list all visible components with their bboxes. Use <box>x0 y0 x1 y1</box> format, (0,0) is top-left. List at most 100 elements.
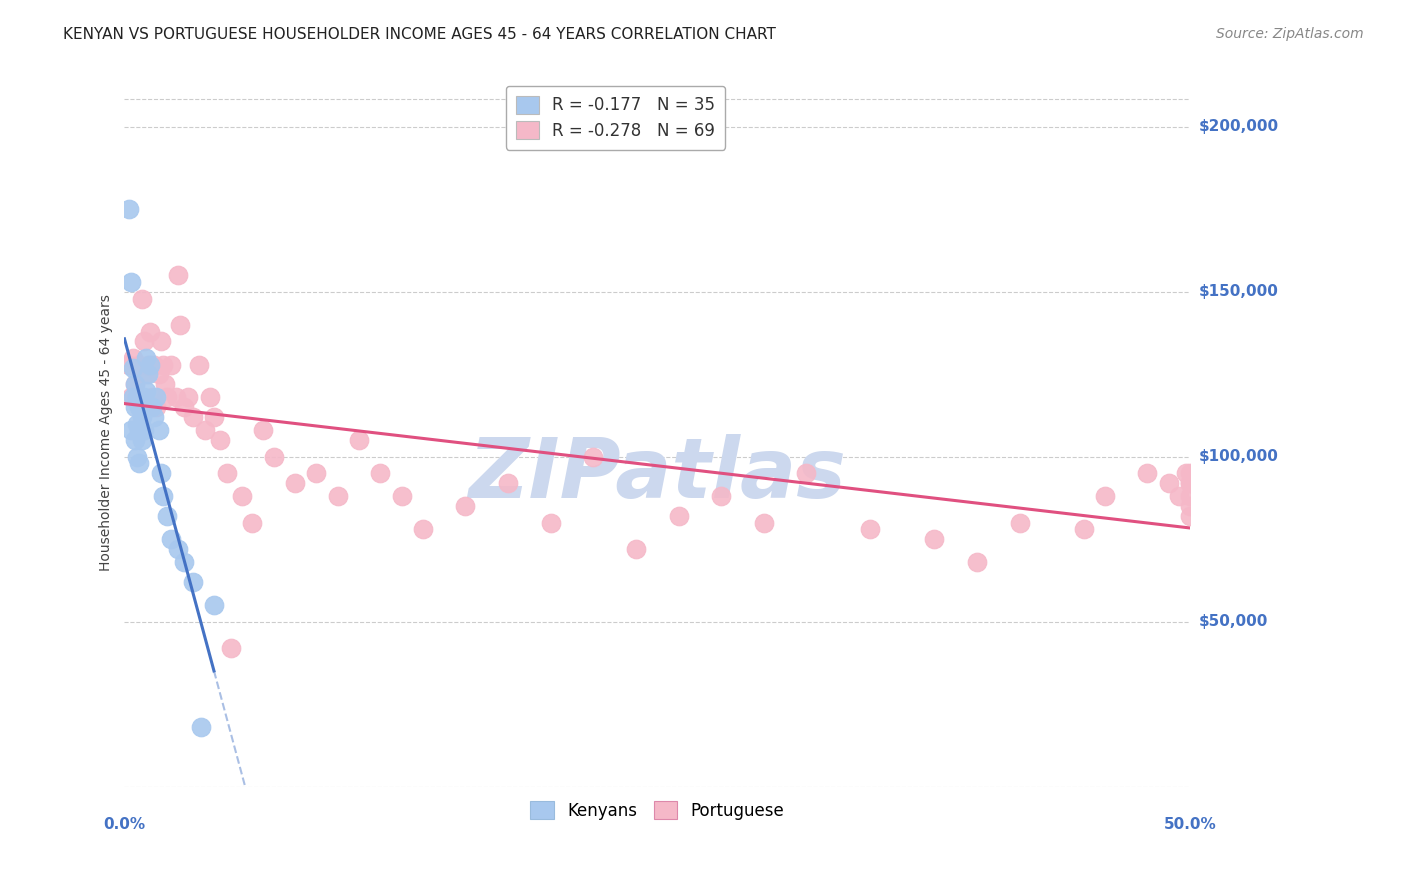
Text: $200,000: $200,000 <box>1198 120 1278 135</box>
Legend: Kenyans, Portuguese: Kenyans, Portuguese <box>522 793 793 828</box>
Point <box>120 275 142 289</box>
Point <box>240 516 263 530</box>
Point <box>139 325 162 339</box>
Point <box>127 391 149 405</box>
Point <box>131 292 153 306</box>
Point <box>173 401 195 415</box>
Point <box>859 523 882 537</box>
Point <box>128 457 150 471</box>
Point <box>188 358 211 372</box>
Text: Source: ZipAtlas.com: Source: ZipAtlas.com <box>1216 27 1364 41</box>
Point <box>124 377 146 392</box>
Point <box>1178 467 1201 481</box>
Point <box>1178 500 1201 514</box>
Point <box>202 410 225 425</box>
Point <box>752 516 775 530</box>
Point <box>132 391 155 405</box>
Point <box>152 358 174 372</box>
Point <box>1136 467 1159 481</box>
Point <box>796 467 818 481</box>
Point <box>166 542 188 557</box>
Point <box>128 424 150 438</box>
Text: KENYAN VS PORTUGUESE HOUSEHOLDER INCOME AGES 45 - 64 YEARS CORRELATION CHART: KENYAN VS PORTUGUESE HOUSEHOLDER INCOME … <box>63 27 776 42</box>
Point <box>135 351 157 365</box>
Point <box>305 467 328 481</box>
Point <box>122 351 145 365</box>
Point <box>219 641 242 656</box>
Point <box>1073 523 1095 537</box>
Point <box>1178 476 1201 491</box>
Point <box>924 533 946 547</box>
Point <box>160 358 183 372</box>
Point <box>1178 509 1201 524</box>
Text: ZIPatlas: ZIPatlas <box>468 434 846 516</box>
Point <box>124 401 146 415</box>
Point <box>252 424 274 438</box>
Point <box>145 401 167 415</box>
Point <box>215 467 238 481</box>
Point <box>190 721 212 735</box>
Point <box>156 509 179 524</box>
Point <box>118 202 141 217</box>
Point <box>128 358 150 372</box>
Point <box>165 391 187 405</box>
Point <box>122 391 145 405</box>
Point <box>454 500 477 514</box>
Point <box>156 391 179 405</box>
Point <box>141 391 163 405</box>
Point <box>136 368 159 382</box>
Point <box>139 358 162 372</box>
Point <box>136 358 159 372</box>
Point <box>412 523 434 537</box>
Point <box>1168 490 1191 504</box>
Point <box>540 516 562 530</box>
Point <box>347 434 370 448</box>
Point <box>1157 476 1180 491</box>
Point <box>149 467 172 481</box>
Point <box>122 360 145 375</box>
Text: 50.0%: 50.0% <box>1164 817 1216 832</box>
Point <box>169 318 191 332</box>
Point <box>194 424 217 438</box>
Point <box>131 434 153 448</box>
Text: $50,000: $50,000 <box>1198 615 1268 630</box>
Point <box>149 334 172 349</box>
Point <box>181 575 204 590</box>
Point <box>135 368 157 382</box>
Point <box>160 533 183 547</box>
Y-axis label: Householder Income Ages 45 - 64 years: Householder Income Ages 45 - 64 years <box>100 293 114 571</box>
Point <box>177 391 200 405</box>
Point <box>284 476 307 491</box>
Point <box>120 424 142 438</box>
Point <box>668 509 690 524</box>
Point <box>148 424 170 438</box>
Point <box>368 467 391 481</box>
Point <box>132 424 155 438</box>
Point <box>145 391 167 405</box>
Point <box>1178 476 1201 491</box>
Point <box>131 410 153 425</box>
Point <box>173 556 195 570</box>
Point <box>1174 467 1197 481</box>
Point <box>710 490 733 504</box>
Text: $150,000: $150,000 <box>1198 285 1278 300</box>
Point <box>118 358 141 372</box>
Point <box>391 490 413 504</box>
Point <box>202 599 225 613</box>
Text: $100,000: $100,000 <box>1198 450 1278 465</box>
Point <box>326 490 349 504</box>
Text: 0.0%: 0.0% <box>104 817 146 832</box>
Point <box>127 417 149 431</box>
Point <box>127 391 149 405</box>
Point <box>128 401 150 415</box>
Point <box>624 542 647 557</box>
Point <box>263 450 285 464</box>
Point <box>120 391 142 405</box>
Point <box>181 410 204 425</box>
Point <box>143 358 166 372</box>
Point <box>231 490 253 504</box>
Point <box>582 450 605 464</box>
Point <box>153 377 176 392</box>
Point <box>1094 490 1116 504</box>
Point <box>148 368 170 382</box>
